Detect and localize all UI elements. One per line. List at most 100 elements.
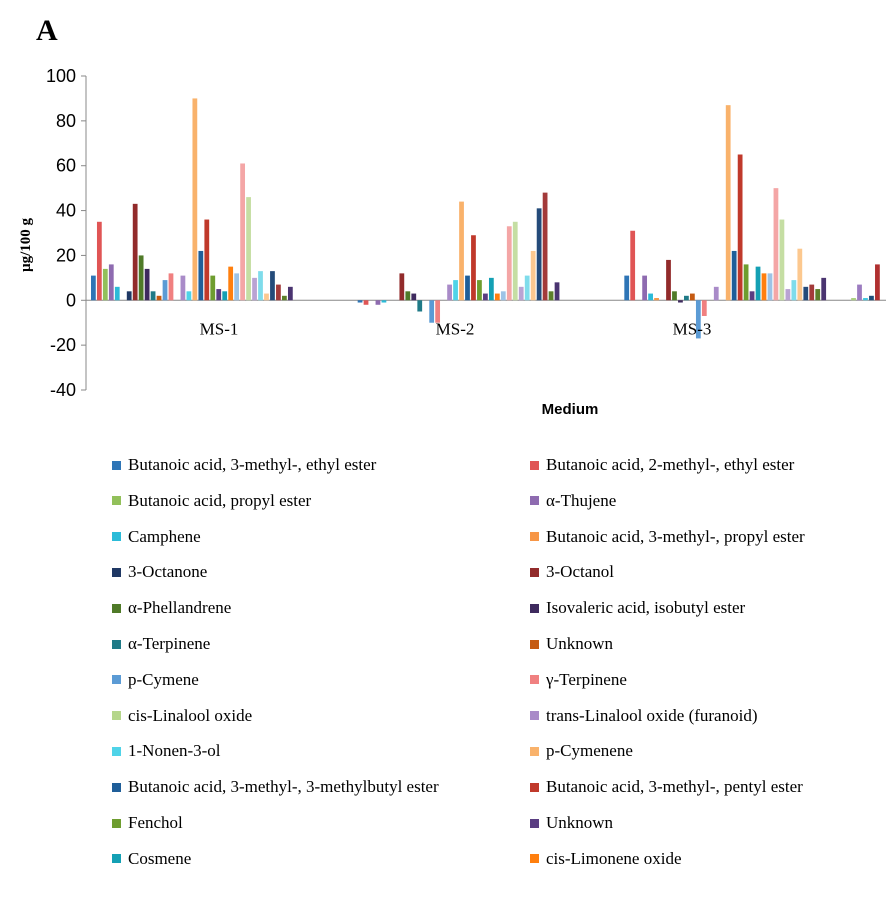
bar (168, 273, 174, 301)
category-labels: MS-1 MS-2 MS-3 (200, 319, 712, 338)
legend-label: Fenchol (128, 813, 183, 832)
bar (91, 275, 96, 301)
legend-label: α-Terpinene (128, 634, 211, 653)
legend-item: α-Phellandrene (112, 595, 231, 621)
legend-swatch (112, 496, 121, 506)
legend-label: Cosmene (128, 848, 192, 868)
legend-label: 3-Octanone (128, 562, 208, 582)
legend-item: Butanoic acid, 3-methyl-, propyl ester (530, 524, 805, 550)
legend-swatch (530, 854, 539, 864)
bar (548, 291, 554, 301)
bar (666, 259, 671, 301)
legend-item: trans-Linalool oxide (furanoid) (530, 703, 758, 729)
category-label: MS-2 (436, 319, 475, 338)
bar (357, 300, 363, 303)
bar (477, 280, 482, 301)
legend-swatch (530, 460, 539, 470)
legend-swatch (112, 782, 121, 792)
bar (483, 293, 488, 301)
bar (282, 295, 287, 301)
legend-label: 1-Nonen-3-ol (128, 741, 221, 761)
y-tick-label: -40 (50, 380, 76, 400)
bar (695, 300, 701, 339)
bar (198, 250, 204, 301)
bar (228, 266, 234, 301)
bar (785, 289, 791, 301)
legend-item: Butanoic acid, 3-methyl-, pentyl ester (530, 774, 803, 800)
bar (530, 250, 536, 301)
legend-item: Camphene (112, 524, 201, 550)
bar (542, 192, 548, 301)
legend-label: γ-Terpinene (546, 669, 627, 689)
legend-label: Butanoic acid, 3-methyl-, 3-methylbutyl … (128, 777, 439, 797)
y-tick-label: 80 (56, 111, 76, 131)
legend-swatch (530, 532, 539, 542)
category-label: MS-3 (673, 319, 712, 338)
bar (648, 293, 653, 301)
bar (144, 268, 150, 301)
legend-swatch (530, 603, 539, 613)
legend-item: Isovaleric acid, isobutyl ester (530, 595, 745, 621)
legend-item: 3-Octanol (530, 559, 614, 585)
y-tick-label: 0 (66, 290, 76, 310)
panel-label: A (36, 14, 58, 47)
bar (857, 284, 862, 301)
bar (767, 273, 773, 301)
legend-item: γ-Terpinene (530, 667, 627, 693)
bar (162, 280, 168, 301)
legend-label: Butanoic acid, 3-methyl-, pentyl ester (546, 777, 803, 797)
bar-chart: -40 -20 0 20 40 60 80 100 MS-1 MS-2 MS-3 µg/100 g… (18, 66, 886, 418)
x-axis-label: Medium (542, 401, 599, 418)
legend-swatch (112, 567, 121, 577)
bar (246, 197, 251, 301)
legend-swatch (112, 532, 121, 542)
legend-label: Butanoic acid, propyl ester (128, 490, 312, 510)
legend-item: p-Cymene (112, 667, 199, 693)
bar (536, 208, 542, 301)
y-tick-label: 60 (56, 156, 76, 176)
bar (761, 273, 767, 301)
legend-swatch (112, 639, 121, 649)
legend-item: Butanoic acid, 3-methyl-, ethyl ester (112, 452, 376, 478)
bar (500, 291, 506, 301)
bar (821, 277, 827, 301)
bar (737, 154, 743, 301)
bar (518, 286, 524, 301)
bar (210, 275, 216, 301)
bar (779, 219, 785, 301)
legend-item: 3-Octanone (112, 559, 207, 585)
bar (435, 300, 441, 323)
legend-swatch (112, 460, 121, 470)
bar (672, 291, 677, 301)
bar (126, 291, 132, 301)
bar (797, 248, 803, 301)
bar (869, 295, 874, 301)
bar (815, 289, 821, 301)
bar (234, 273, 240, 301)
legend-label: p-Cymenene (546, 741, 633, 761)
bar (204, 219, 210, 301)
y-axis-label: µg/100 g (18, 217, 34, 272)
legend-swatch (530, 496, 539, 506)
bar (150, 291, 156, 301)
legend-label: Butanoic acid, 2-methyl-, ethyl ester (546, 455, 795, 474)
bar (264, 293, 269, 301)
bar (405, 291, 411, 301)
legend-label: Butanoic acid, 3-methyl-, ethyl ester (128, 455, 377, 474)
legend-item: Butanoic acid, 2-methyl-, ethyl ester (530, 452, 794, 478)
bar (399, 273, 405, 301)
bar (270, 271, 275, 301)
bar (471, 235, 476, 301)
bar (417, 300, 423, 312)
bar (743, 264, 749, 301)
bar (411, 293, 417, 301)
bar (554, 282, 560, 301)
bar (642, 275, 648, 301)
bar (240, 163, 245, 301)
bar (192, 98, 198, 301)
bar (809, 284, 815, 301)
legend-item: cis-Linalool oxide (112, 703, 252, 729)
y-tick-label: 40 (56, 201, 76, 221)
legend-swatch (530, 818, 539, 828)
legend-label: Camphene (128, 526, 201, 546)
